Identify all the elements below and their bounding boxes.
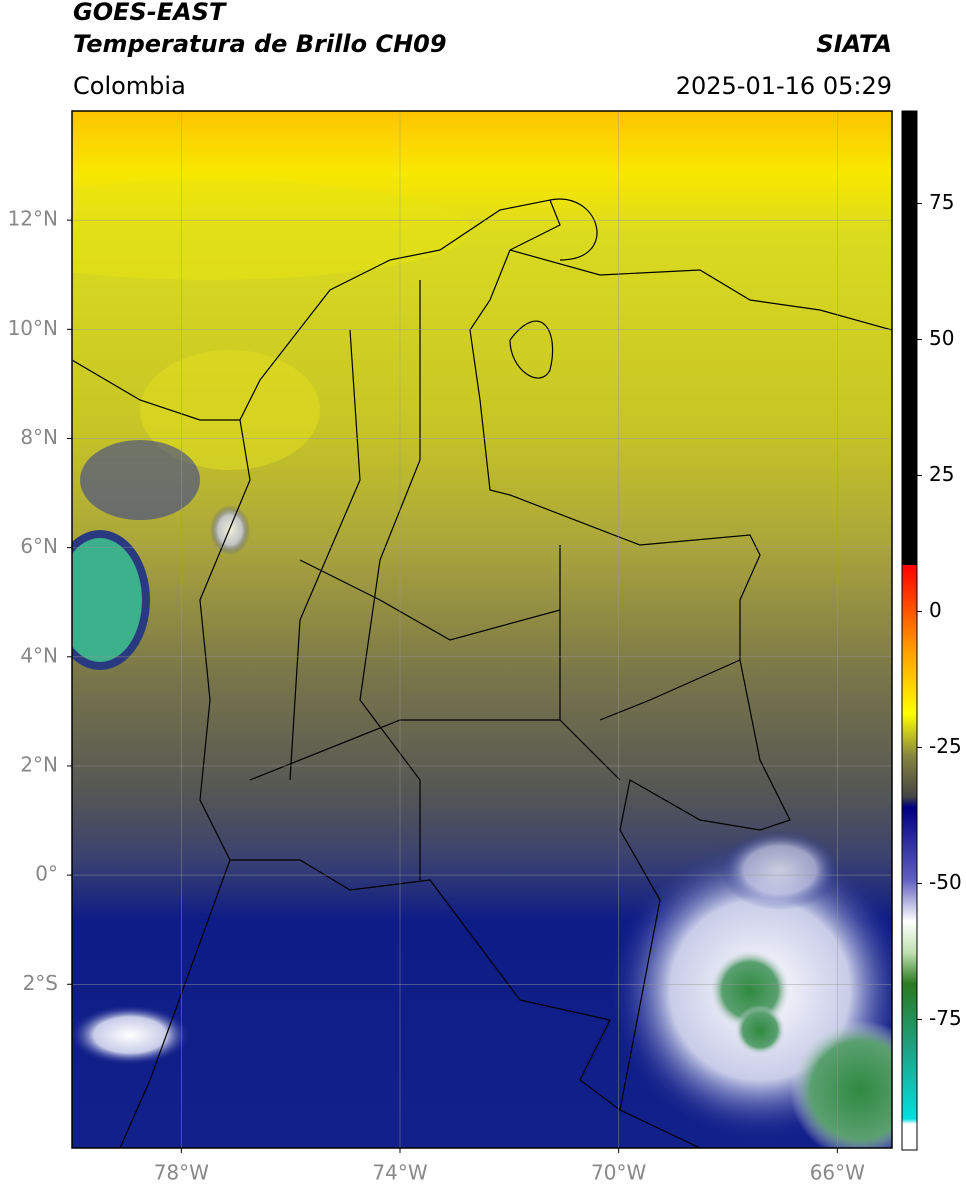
colorbar-tick-label: 75 [929, 190, 954, 214]
title: GOES-EAST [73, 0, 227, 26]
y-tick-label: 10°N [8, 316, 58, 340]
y-tick-label: 6°N [20, 534, 58, 558]
y-tick-label: 2°N [20, 752, 58, 776]
x-tick-label: 70°W [591, 1161, 646, 1185]
region: Colombia [73, 72, 186, 100]
colorbar-tick-label: -50 [929, 870, 962, 894]
colorbar [901, 110, 918, 1151]
x-tick-label: 66°W [810, 1161, 865, 1185]
colorbar-tick-label: -75 [929, 1006, 962, 1030]
map-frame [71, 110, 893, 1149]
y-tick-label: 0° [35, 862, 58, 886]
x-tick-label: 74°W [372, 1161, 427, 1185]
colorbar-tick-label: 50 [929, 326, 954, 350]
subtitle: Temperatura de Brillo CH09 [73, 30, 447, 58]
source: SIATA [816, 30, 892, 58]
y-tick-label: 8°N [20, 425, 58, 449]
colorbar-tick-label: -25 [929, 734, 962, 758]
colorbar-tick-label: 25 [929, 462, 954, 486]
y-tick-label: 2°S [23, 971, 58, 995]
x-tick-label: 78°W [154, 1161, 209, 1185]
y-tick-label: 4°N [20, 643, 58, 667]
y-tick-label: 12°N [8, 207, 58, 231]
grid [72, 111, 892, 1148]
datetime: 2025-01-16 05:29 [676, 72, 892, 100]
imagery [72, 111, 892, 1148]
colorbar-tick-label: 0 [929, 598, 942, 622]
